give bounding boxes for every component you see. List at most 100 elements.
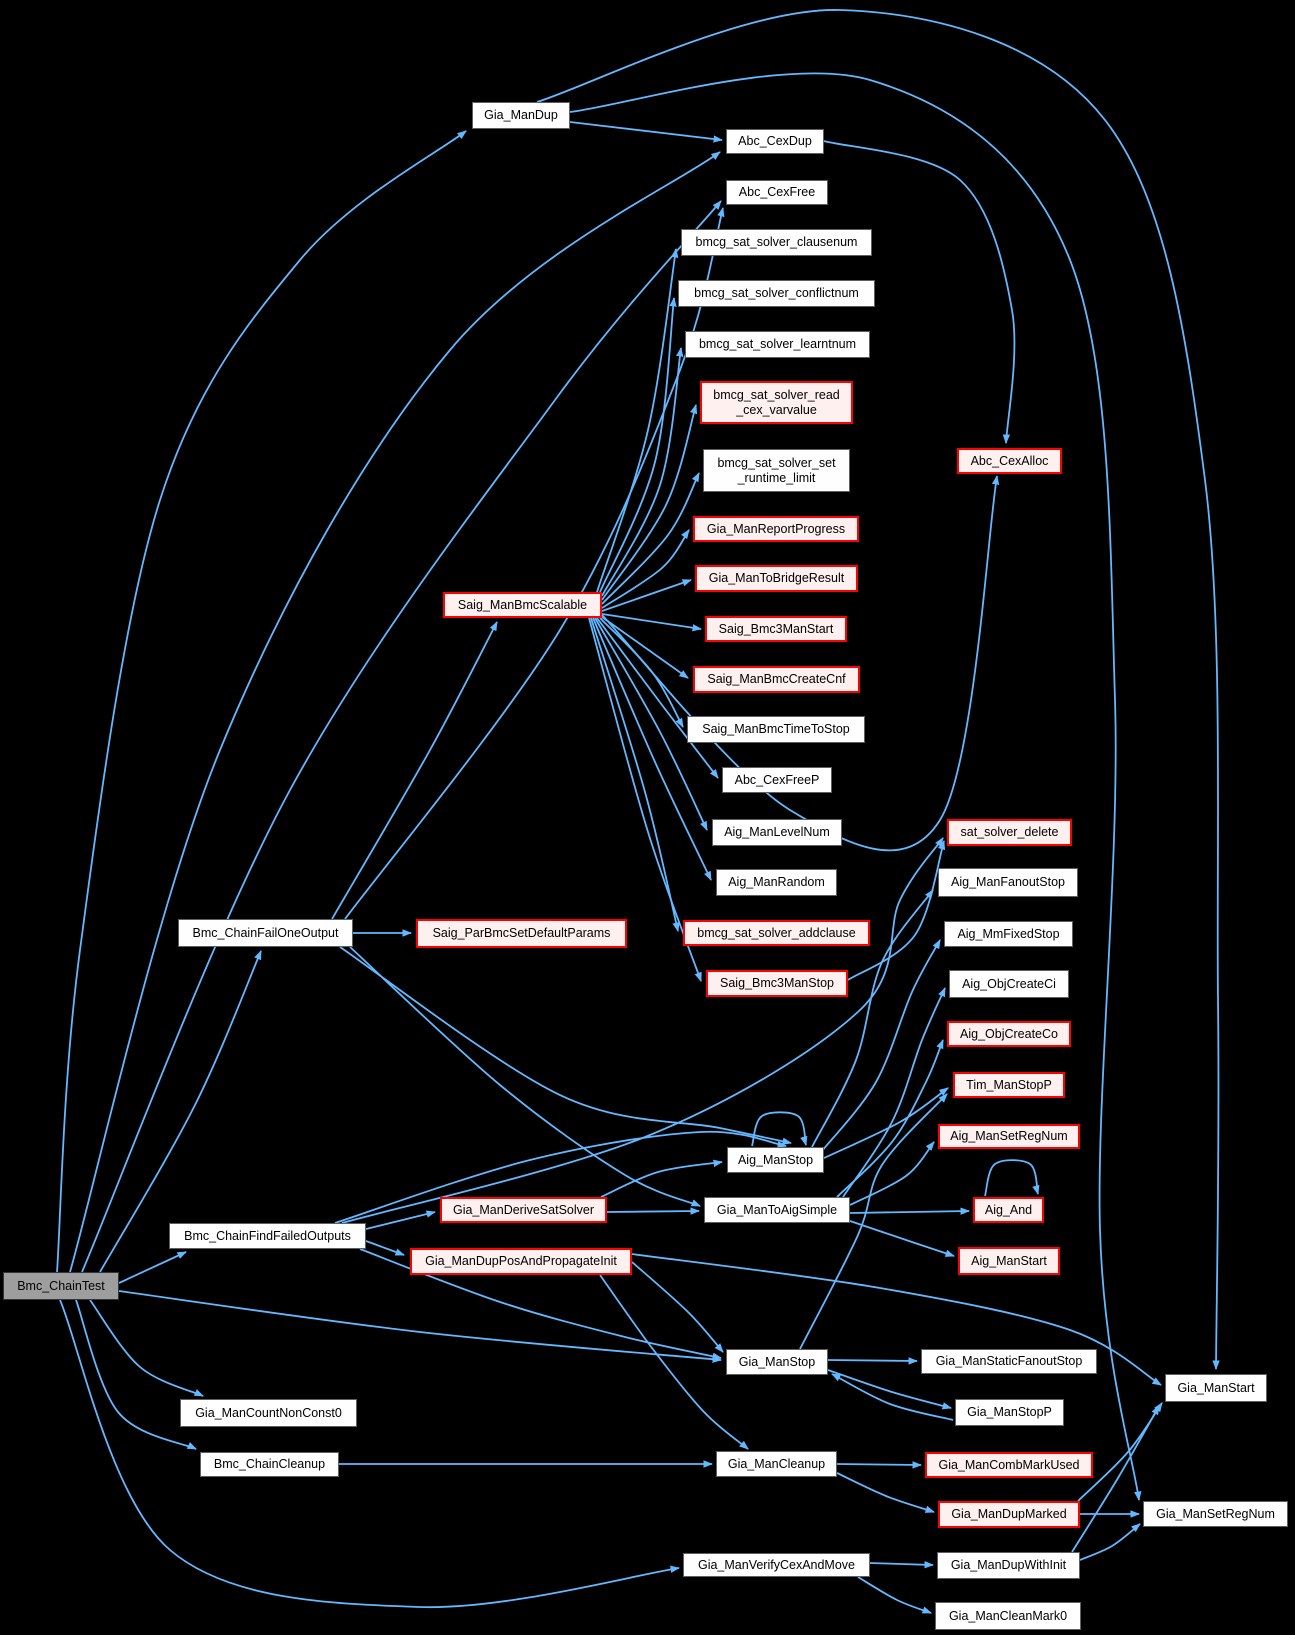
edge-bmc-chainfindfailedoutputs-to-sat-solver-delete	[341, 837, 944, 1224]
edge-saig-manbmcscalable-to-bmcg-sat-solver-read-cex-varvalue	[601, 404, 698, 601]
node-gia-mantobridgeresult[interactable]: Gia_ManToBridgeResult	[695, 565, 858, 592]
node-saig-manbmcscalable[interactable]: Saig_ManBmcScalable	[443, 592, 602, 618]
node-bmc-chaincleanup[interactable]: Bmc_ChainCleanup	[200, 1452, 339, 1477]
node-bmcg-sat-solver-conflictnum[interactable]: bmcg_sat_solver_conflictnum	[678, 280, 875, 307]
node-gia-mansetregnum[interactable]: Gia_ManSetRegNum	[1143, 1501, 1288, 1527]
node-sat-solver-delete[interactable]: sat_solver_delete	[947, 819, 1072, 846]
edge-bmc-chainfindfailedoutputs-to-gia-mandupposandpropagateinit	[365, 1240, 405, 1256]
edge-bmc-chaintest-to-gia-mancountnonconst0	[89, 1299, 204, 1397]
edge-bmc-chaintest-to-abc-cexfree	[81, 200, 722, 1273]
node-saig-manbmccreatecnf[interactable]: Saig_ManBmcCreateCnf	[693, 666, 860, 693]
node-aig-manfanoutstop[interactable]: Aig_ManFanoutStop	[938, 868, 1078, 897]
edge-aig-manstop-to-aig-manfanoutstop	[811, 889, 934, 1148]
edge-aig-manstop-to-tim-manstopp	[823, 1087, 949, 1159]
edge-saig-manbmcscalable-to-saig-manbmctimetostop	[599, 617, 684, 728]
edge-abc-cexdup-to-abc-cexalloc	[823, 140, 1016, 444]
edge-bmc-chaintest-to-abc-cexdup	[69, 151, 721, 1273]
edge-saig-manbmcscalable-to-gia-mantobridgeresult	[601, 579, 692, 612]
edge-bmc-chainfailoneoutput-to-saig-manbmcscalable	[331, 621, 498, 920]
node-saig-parbmcsetdefaultparams[interactable]: Saig_ParBmcSetDefaultParams	[416, 919, 627, 948]
edge-bmc-chaintest-to-gia-manstop	[118, 1290, 722, 1363]
edge-saig-manbmcscalable-to-bmcg-sat-solver-clausenum	[596, 248, 679, 593]
node-aig-objcreateci[interactable]: Aig_ObjCreateCi	[949, 970, 1069, 998]
node-bmcg-sat-solver-clausenum[interactable]: bmcg_sat_solver_clausenum	[681, 229, 872, 256]
edge-gia-mantoaigsimple-to-aig-mansetregnum	[849, 1141, 935, 1206]
edge-gia-manstop-to-gia-manstopp	[827, 1369, 952, 1410]
node-saig-bmc3manstop[interactable]: Saig_Bmc3ManStop	[706, 970, 848, 997]
edge-saig-bmc3manstop-to-sat-solver-delete	[847, 840, 946, 981]
node-abc-cexfree[interactable]: Abc_CexFree	[726, 180, 828, 205]
edge-saig-manbmcscalable-to-abc-cexalloc	[601, 475, 1000, 852]
edge-bmc-chainfailoneoutput-to-gia-mantoaigsimple	[349, 946, 701, 1207]
edge-bmc-chaintest-to-gia-mandup	[56, 130, 467, 1273]
node-tim-manstopp[interactable]: Tim_ManStopP	[953, 1072, 1065, 1098]
node-abc-cexfreep[interactable]: Abc_CexFreeP	[722, 767, 832, 793]
node-gia-mandup[interactable]: Gia_ManDup	[472, 102, 570, 129]
node-bmc-chainfindfailedoutputs[interactable]: Bmc_ChainFindFailedOutputs	[169, 1223, 366, 1249]
edge-saig-manbmcscalable-to-bmcg-sat-solver-set-runtime-limit	[601, 472, 700, 605]
edge-gia-manderivesatsolver-to-aig-manstop	[600, 1159, 723, 1198]
node-gia-manverifycexandmove[interactable]: Gia_ManVerifyCexAndMove	[683, 1553, 870, 1577]
node-aig-manstart[interactable]: Aig_ManStart	[958, 1247, 1060, 1275]
edge-saig-manbmcscalable-to-aig-manrandom	[592, 617, 712, 881]
node-bmcg-sat-solver-read-cex-varvalue[interactable]: bmcg_sat_solver_read _cex_varvalue	[700, 381, 853, 424]
node-gia-mantoaigsimple[interactable]: Gia_ManToAigSimple	[704, 1197, 850, 1223]
edge-gia-manverifycexandmove-to-gia-mandupwithinit	[869, 1561, 934, 1569]
edge-gia-mandupposandpropagateinit-to-gia-manstop	[631, 1261, 724, 1353]
node-bmc-chainfailoneoutput[interactable]: Bmc_ChainFailOneOutput	[178, 919, 353, 947]
node-aig-mmfixedstop[interactable]: Aig_MmFixedStop	[944, 921, 1073, 947]
edge-gia-manstop-to-tim-manstopp	[799, 1093, 948, 1350]
node-gia-mandupposandpropagateinit[interactable]: Gia_ManDupPosAndPropagateInit	[410, 1248, 632, 1275]
edge-bmc-chainfindfailedoutputs-to-aig-manstop	[334, 1130, 787, 1224]
edge-gia-mancleanup-to-gia-mandupmarked	[836, 1472, 935, 1513]
edge-saig-manbmcscalable-to-aig-manlevelnum	[594, 617, 708, 831]
node-aig-manrandom[interactable]: Aig_ManRandom	[716, 869, 837, 896]
node-bmcg-sat-solver-set-runtime-limit[interactable]: bmcg_sat_solver_set _runtime_limit	[703, 449, 850, 492]
node-aig-manlevelnum[interactable]: Aig_ManLevelNum	[712, 819, 842, 846]
node-abc-cexdup[interactable]: Abc_CexDup	[726, 129, 824, 154]
node-gia-manreportprogress[interactable]: Gia_ManReportProgress	[693, 516, 859, 542]
node-gia-mancombmarkused[interactable]: Gia_ManCombMarkUsed	[925, 1452, 1093, 1478]
edge-aig-and-to-aig-and	[984, 1159, 1040, 1197]
node-bmcg-sat-solver-learntnum[interactable]: bmcg_sat_solver_learntnum	[685, 331, 870, 358]
node-gia-mancleanup[interactable]: Gia_ManCleanup	[716, 1451, 837, 1477]
node-gia-mancleanmark0[interactable]: Gia_ManCleanMark0	[935, 1602, 1081, 1630]
edge-saig-manbmcscalable-to-abc-cexfreep	[596, 617, 719, 779]
node-gia-mancountnonconst0[interactable]: Gia_ManCountNonConst0	[180, 1399, 357, 1427]
edge-saig-manbmcscalable-to-saig-bmc3manstart	[601, 613, 702, 632]
edge-saig-manbmcscalable-to-bmcg-sat-solver-learntnum	[601, 347, 684, 597]
node-gia-manderivesatsolver[interactable]: Gia_ManDeriveSatSolver	[440, 1197, 607, 1223]
node-saig-bmc3manstart[interactable]: Saig_Bmc3ManStart	[705, 616, 847, 642]
node-gia-manstaticfanoutstop[interactable]: Gia_ManStaticFanoutStop	[921, 1349, 1097, 1374]
node-bmcg-sat-solver-addclause[interactable]: bmcg_sat_solver_addclause	[683, 920, 870, 946]
edge-gia-mantoaigsimple-to-aig-and	[849, 1207, 970, 1215]
node-saig-manbmctimetostop[interactable]: Saig_ManBmcTimeToStop	[687, 716, 865, 743]
node-gia-mandupwithinit[interactable]: Gia_ManDupWithInit	[937, 1552, 1080, 1579]
edge-gia-mandupposandpropagateinit-to-gia-manstart	[631, 1253, 1162, 1386]
edge-bmc-chainfindfailedoutputs-to-gia-manderivesatsolver	[365, 1210, 436, 1230]
edge-gia-manverifycexandmove-to-gia-mancleanmark0	[857, 1576, 932, 1614]
node-aig-objcreateco[interactable]: Aig_ObjCreateCo	[947, 1021, 1071, 1047]
edge-bmc-chaintest-to-bmc-chaincleanup	[75, 1299, 197, 1450]
node-gia-manstop[interactable]: Gia_ManStop	[726, 1349, 828, 1375]
node-aig-manstop[interactable]: Aig_ManStop	[727, 1147, 824, 1173]
node-abc-cexalloc[interactable]: Abc_CexAlloc	[957, 448, 1062, 474]
edge-aig-manstop-to-aig-mmfixedstop	[821, 939, 941, 1152]
edge-gia-mancleanup-to-gia-mancombmarkused	[836, 1461, 922, 1469]
edge-gia-mandupwithinit-to-gia-mansetregnum	[1079, 1523, 1141, 1561]
node-gia-mandupmarked[interactable]: Gia_ManDupMarked	[938, 1501, 1080, 1528]
edge-aig-manstop-to-aig-manstop	[751, 1111, 808, 1147]
edge-gia-mantoaigsimple-to-aig-manstart	[849, 1220, 955, 1257]
node-gia-manstart[interactable]: Gia_ManStart	[1165, 1374, 1267, 1402]
edge-gia-mandupwithinit-to-gia-manstart	[1071, 1405, 1160, 1553]
node-aig-mansetregnum[interactable]: Aig_ManSetRegNum	[938, 1124, 1080, 1149]
edge-gia-mandup-to-gia-mansetregnum	[569, 72, 1142, 1501]
edge-bmc-chaintest-to-bmc-chainfailoneoutput	[99, 950, 262, 1273]
node-gia-manstopp[interactable]: Gia_ManStopP	[955, 1399, 1064, 1426]
edge-gia-mantoaigsimple-to-aig-objcreateci	[842, 987, 946, 1198]
node-aig-and[interactable]: Aig_And	[973, 1197, 1044, 1223]
edge-gia-mandupposandpropagateinit-to-gia-mancleanup	[599, 1274, 749, 1450]
edge-bmc-chaintest-to-gia-manverifycexandmove	[59, 1299, 680, 1609]
